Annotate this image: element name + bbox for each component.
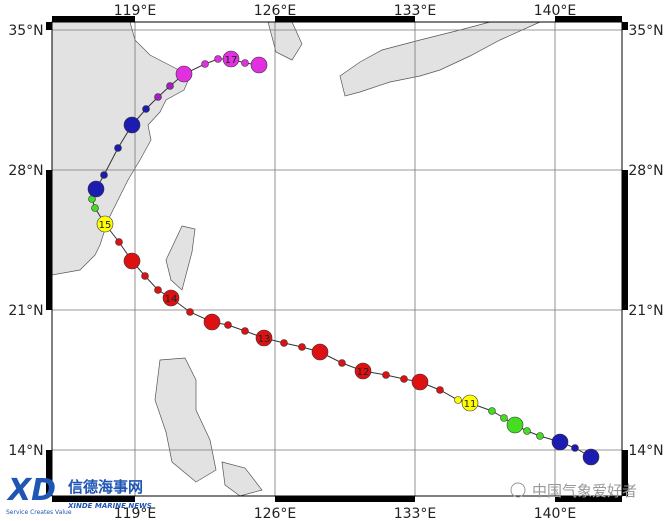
frame-bar — [622, 450, 628, 496]
track-point — [241, 327, 249, 335]
track-point — [298, 343, 306, 351]
track-point — [186, 308, 194, 316]
track-point — [91, 204, 99, 212]
lon-label: 119°E — [114, 506, 157, 521]
track-point — [154, 93, 162, 101]
track-point — [214, 55, 222, 63]
track-point — [523, 427, 531, 435]
lat-label: 14°N — [628, 443, 663, 459]
day-label: 13 — [258, 334, 271, 345]
day-label: 11 — [464, 399, 477, 410]
lat-label: 21°N — [628, 303, 663, 319]
track-point — [250, 56, 268, 74]
source-watermark: 中国气象爱好者 — [510, 482, 637, 500]
track-point — [162, 289, 180, 307]
lon-label: 140°E — [534, 3, 577, 19]
frame-bar — [46, 170, 52, 310]
frame-bar — [555, 16, 622, 22]
frame-bar — [52, 496, 135, 502]
track-point — [166, 82, 174, 90]
day-label: 14 — [165, 294, 178, 305]
track-point — [311, 343, 329, 361]
source: 中国气象爱好者 — [532, 482, 637, 500]
japan — [339, 21, 541, 97]
track-point — [203, 313, 221, 331]
lat-label: 14°N — [8, 443, 43, 459]
lat-label: 28°N — [628, 163, 663, 179]
track-point — [411, 373, 429, 391]
brand-en: XINDE MARINE NEWS — [67, 502, 152, 510]
track-point — [551, 433, 569, 451]
luzon — [154, 357, 217, 483]
lon-label: 126°E — [254, 3, 297, 19]
frame-bar — [622, 170, 628, 310]
lon-label: 126°E — [254, 506, 297, 521]
frame-bars — [46, 16, 628, 502]
day-label: 17 — [225, 55, 238, 66]
lat-label: 35°N — [8, 23, 43, 39]
wechat-icon — [510, 482, 526, 498]
brand: 信德海事网 — [68, 478, 143, 496]
track-point — [400, 375, 408, 383]
grid — [52, 22, 622, 496]
track-point — [222, 50, 240, 68]
track-point — [382, 371, 390, 379]
track-point — [255, 329, 273, 347]
track-point — [488, 407, 496, 415]
lon-label: 133°E — [394, 506, 437, 521]
taiwan — [165, 225, 196, 291]
track-point — [354, 362, 372, 380]
lat-label: 35°N — [628, 23, 663, 39]
day-label: 12 — [357, 367, 370, 378]
logo: XD — [6, 473, 56, 508]
track-point — [582, 448, 600, 466]
track-point — [154, 286, 162, 294]
lat-label: 28°N — [8, 163, 43, 179]
track-point — [241, 59, 249, 67]
track-point — [454, 396, 462, 404]
track-point — [461, 394, 479, 412]
track-point — [571, 444, 579, 452]
track-point — [500, 414, 508, 422]
track-point — [141, 272, 149, 280]
track-point — [224, 321, 232, 329]
track-point — [123, 252, 141, 270]
lon-label: 140°E — [534, 506, 577, 521]
frame-bar — [46, 450, 52, 496]
frame-bar — [622, 22, 628, 30]
frame-bar — [555, 496, 622, 502]
track-point — [338, 359, 346, 367]
track-point — [536, 432, 544, 440]
track-point — [142, 105, 150, 113]
frame-bar — [46, 22, 52, 30]
track-point — [114, 144, 122, 152]
day-label: 15 — [99, 220, 112, 231]
track-point — [115, 238, 123, 246]
axis-labels: 119°E 119°E 126°E 126°E 133°E 133°E 140°E 140°E… — [8, 3, 663, 521]
lat-label: 21°N — [8, 303, 43, 319]
track-point — [100, 171, 108, 179]
track-point — [96, 215, 114, 233]
lon-label: 119°E — [114, 3, 157, 19]
track-point — [87, 180, 105, 198]
frame-bar — [275, 496, 415, 502]
slogan: Service Creates Value — [6, 509, 72, 516]
track-point — [201, 60, 209, 68]
frame-bar — [275, 16, 415, 22]
track-point — [175, 65, 193, 83]
track-point — [436, 386, 444, 394]
track-point — [123, 116, 141, 134]
track-point — [506, 416, 524, 434]
frame-bar — [52, 16, 135, 22]
brand-watermark: XD 信德海事网 Service Creates Value XINDE MAR… — [6, 473, 152, 516]
track: 11 12 13 14 15 17 — [87, 50, 600, 466]
lon-label: 133°E — [394, 3, 437, 19]
visayas — [221, 461, 263, 497]
track-point — [280, 339, 288, 347]
